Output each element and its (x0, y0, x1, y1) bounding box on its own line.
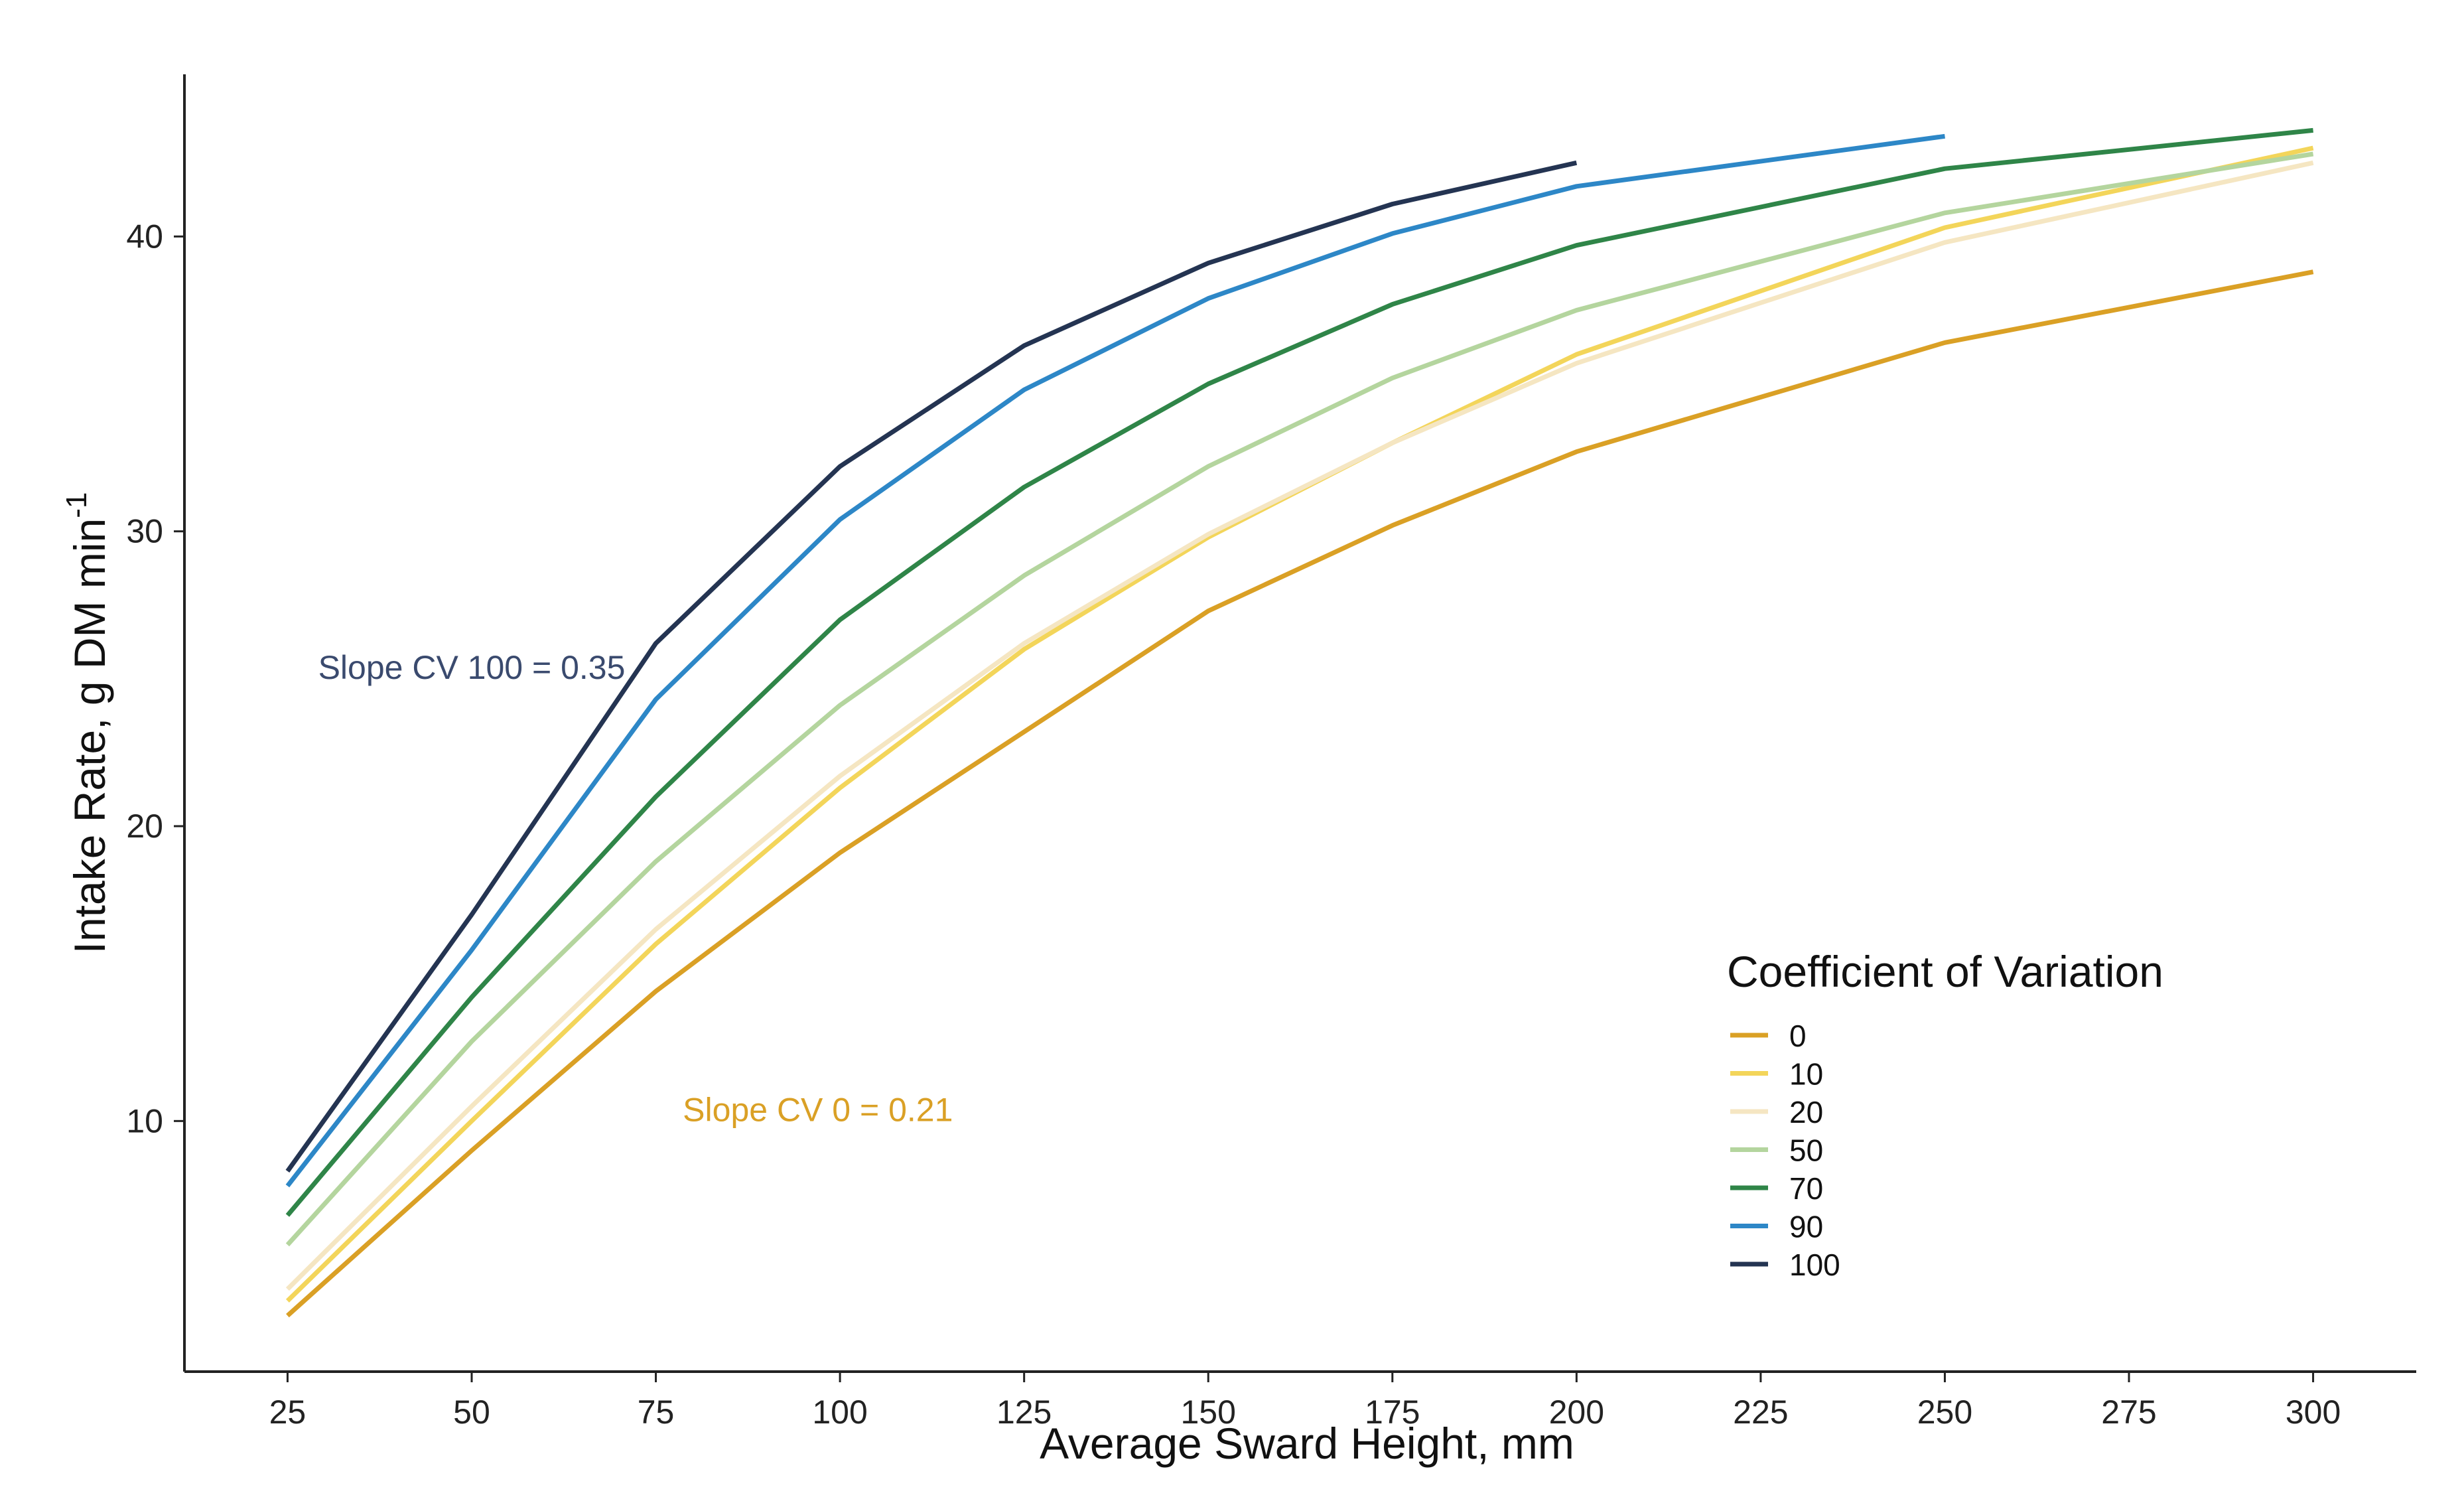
y-tick-label: 30 (126, 513, 163, 550)
y-axis-title-superscript: -1 (60, 492, 93, 518)
x-tick-label: 125 (996, 1394, 1052, 1431)
legend-label-cv-20: 20 (1789, 1095, 1823, 1129)
series-line-cv-50 (285, 151, 2314, 1247)
x-tick-label: 25 (269, 1394, 307, 1431)
x-tick-label: 300 (2286, 1394, 2341, 1431)
series-line-cv-0 (286, 269, 2314, 1318)
x-tick-label: 175 (1365, 1394, 1420, 1431)
y-tick-label: 40 (126, 218, 163, 255)
legend-label-cv-100: 100 (1789, 1248, 1840, 1282)
series-line-cv-10 (285, 145, 2314, 1303)
series-line-cv-90 (285, 133, 1945, 1188)
x-tick-label: 225 (1733, 1394, 1788, 1431)
x-tick-label: 50 (453, 1394, 490, 1431)
annotations: Slope CV 100 = 0.35 Slope CV 0 = 0.21 (318, 649, 953, 1128)
legend-label-cv-10: 10 (1789, 1057, 1823, 1092)
x-tick-label: 275 (2101, 1394, 2156, 1431)
x-tick-label: 100 (812, 1394, 867, 1431)
series-line-cv-70 (285, 127, 2313, 1217)
y-tick-label: 20 (126, 808, 163, 845)
x-tick-label: 250 (1917, 1394, 1972, 1431)
legend-title: Coefficient of Variation (1727, 947, 2163, 996)
x-axis-title: Average Sward Height, mm (1040, 1419, 1574, 1468)
x-tick-label: 200 (1549, 1394, 1604, 1431)
x-tick-label: 150 (1181, 1394, 1236, 1431)
y-axis-title-main: Intake Rate, g DM min (65, 518, 114, 954)
legend-label-cv-70: 70 (1789, 1171, 1823, 1206)
series-line-cv-20 (285, 160, 2314, 1291)
slope-annotation-cv-0: Slope CV 0 = 0.21 (683, 1091, 953, 1128)
y-axis-title: Intake Rate, g DM min-1 (60, 492, 114, 954)
series-line-cv-100 (285, 160, 1578, 1173)
slope-annotation-cv-100: Slope CV 100 = 0.35 (318, 649, 626, 686)
y-tick-label: 10 (126, 1102, 163, 1139)
axes: 25 50 75 100 125 150 175 200 225 250 275 3001020304… (60, 74, 2416, 1468)
legend-label-cv-0: 0 (1789, 1019, 1807, 1053)
legend-label-cv-90: 90 (1789, 1210, 1823, 1244)
legend-label-cv-50: 50 (1789, 1133, 1823, 1168)
series-lines (285, 127, 2314, 1318)
x-tick-label: 75 (638, 1394, 675, 1431)
